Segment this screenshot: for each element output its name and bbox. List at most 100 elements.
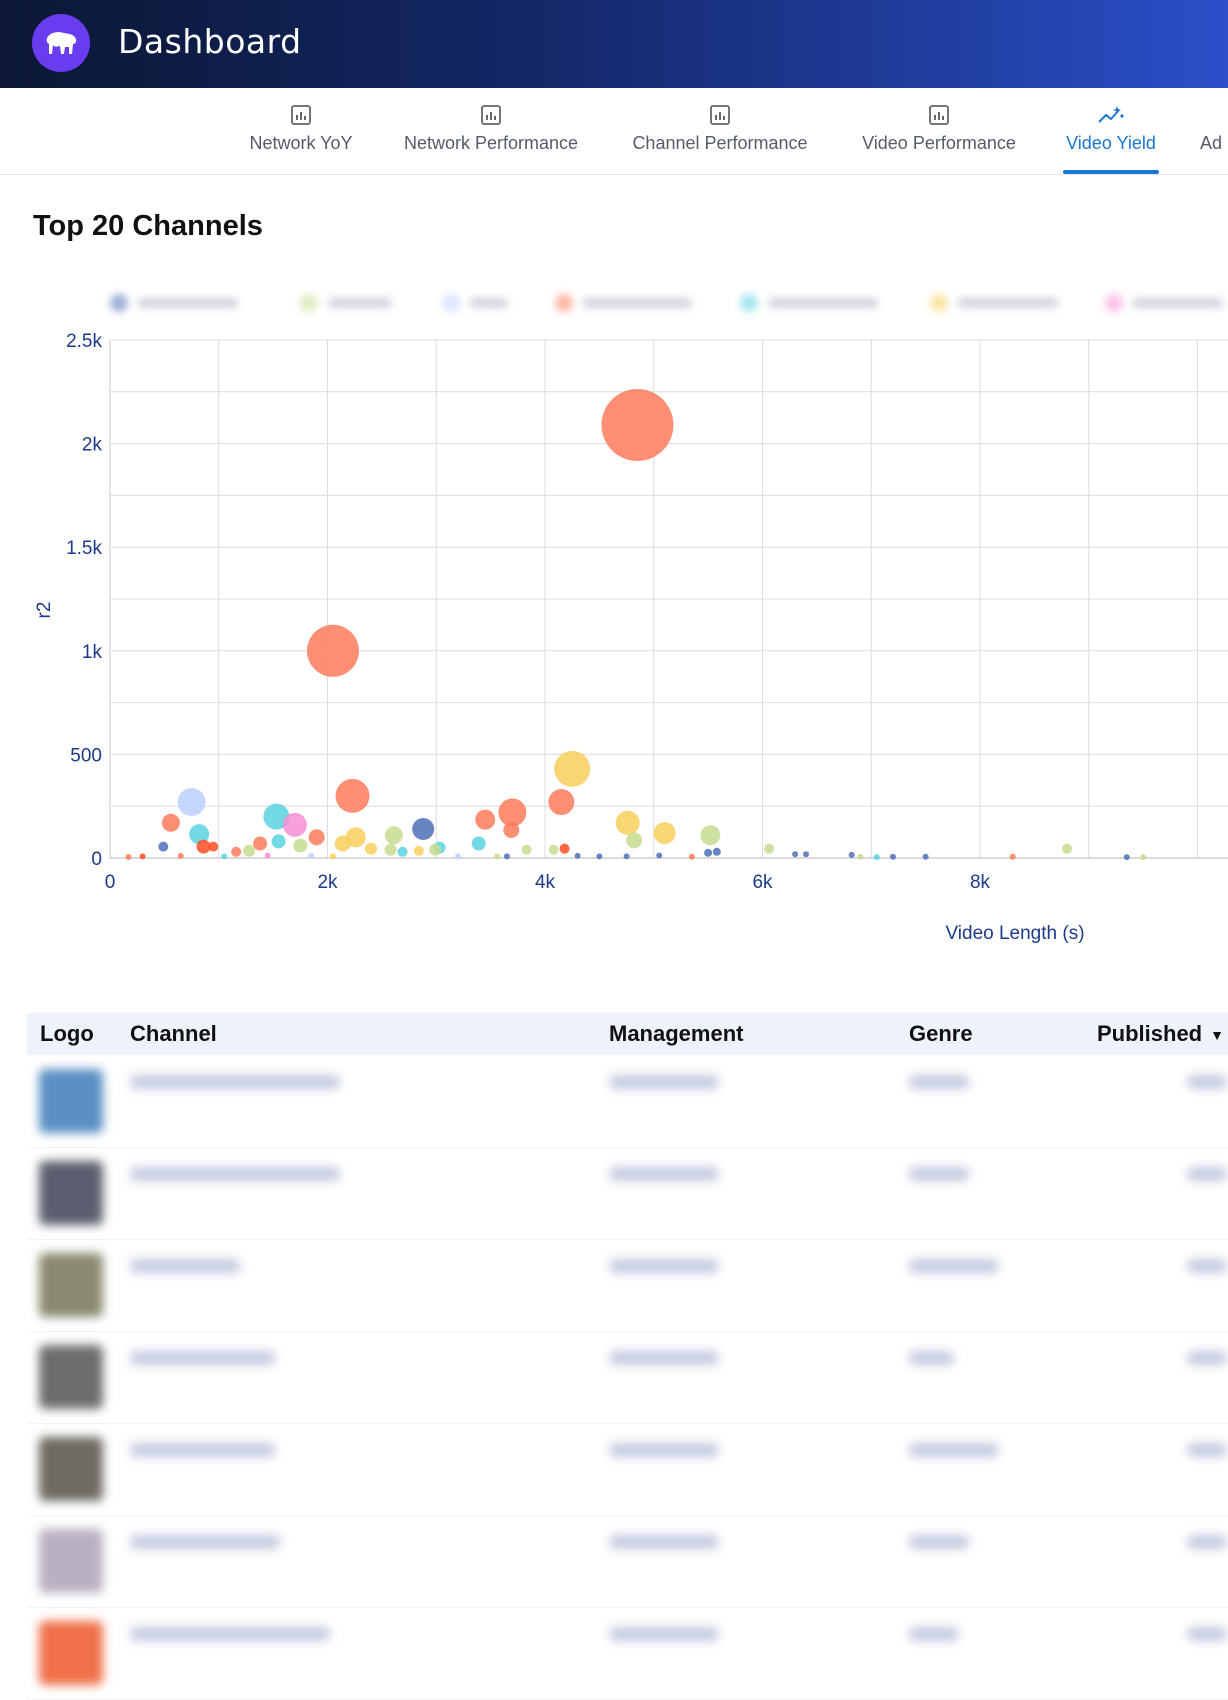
scatter-point[interactable] bbox=[1009, 853, 1016, 860]
table-row[interactable] bbox=[27, 1147, 1228, 1240]
scatter-point[interactable] bbox=[503, 853, 510, 860]
management-value bbox=[609, 1443, 719, 1457]
scatter-point[interactable] bbox=[521, 844, 532, 855]
table-row[interactable] bbox=[27, 1239, 1228, 1332]
published-value bbox=[1187, 1075, 1227, 1089]
table-row[interactable] bbox=[27, 1515, 1228, 1608]
published-value bbox=[1187, 1627, 1227, 1641]
scatter-point[interactable] bbox=[139, 853, 146, 860]
table-row[interactable] bbox=[27, 1055, 1228, 1148]
column-header-genre[interactable]: Genre bbox=[909, 1021, 973, 1046]
scatter-point[interactable] bbox=[615, 810, 640, 835]
scatter-point[interactable] bbox=[397, 846, 408, 857]
channel-logo-thumb bbox=[39, 1437, 103, 1501]
tab-network-performance[interactable]: Network Performance bbox=[397, 88, 585, 174]
scatter-point[interactable] bbox=[764, 843, 775, 854]
scatter-point[interactable] bbox=[559, 843, 570, 854]
tab-label: Channel Performance bbox=[632, 133, 808, 153]
tab-network-yoy[interactable]: Network YoY bbox=[240, 88, 362, 174]
scatter-point[interactable] bbox=[308, 829, 325, 846]
scatter-point[interactable] bbox=[656, 852, 663, 859]
scatter-point[interactable] bbox=[494, 853, 501, 860]
scatter-point[interactable] bbox=[345, 827, 366, 848]
scatter-point[interactable] bbox=[848, 851, 855, 858]
scatter-point[interactable] bbox=[263, 803, 290, 830]
tab-label: Network YoY bbox=[249, 133, 353, 153]
scatter-point[interactable] bbox=[596, 853, 603, 860]
scatter-point[interactable] bbox=[308, 852, 315, 859]
scatter-point[interactable] bbox=[475, 809, 496, 830]
scatter-point[interactable] bbox=[1140, 854, 1147, 861]
section-title: Top 20 Channels bbox=[33, 210, 263, 242]
column-header-logo[interactable]: Logo bbox=[40, 1021, 94, 1046]
scatter-point[interactable] bbox=[700, 825, 721, 846]
scatter-point[interactable] bbox=[688, 853, 695, 860]
scatter-point[interactable] bbox=[412, 817, 435, 840]
scatter-point[interactable] bbox=[455, 853, 461, 860]
scatter-point[interactable] bbox=[329, 853, 336, 860]
scatter-point[interactable] bbox=[413, 845, 424, 856]
scatter-point[interactable] bbox=[1062, 843, 1072, 854]
scatter-point[interactable] bbox=[334, 835, 351, 852]
scatter-point[interactable] bbox=[282, 812, 307, 837]
scatter-point[interactable] bbox=[177, 852, 184, 859]
bar-chart-icon bbox=[710, 105, 730, 125]
scatter-point[interactable] bbox=[890, 853, 896, 860]
channel-logo-thumb bbox=[39, 1161, 103, 1225]
sort-desc-icon[interactable]: ▼ bbox=[1210, 1027, 1224, 1044]
scatter-point[interactable] bbox=[548, 844, 559, 855]
scatter-point[interactable] bbox=[158, 841, 169, 852]
scatter-point[interactable] bbox=[253, 836, 268, 851]
scatter-point[interactable] bbox=[335, 778, 370, 813]
genre-value bbox=[909, 1443, 999, 1457]
column-header-management[interactable]: Management bbox=[609, 1021, 744, 1046]
tab-video-performance[interactable]: Video Performance bbox=[855, 88, 1023, 174]
scatter-point[interactable] bbox=[429, 843, 442, 856]
scatter-point[interactable] bbox=[857, 853, 864, 860]
tab-channel-performance[interactable]: Channel Performance bbox=[626, 88, 814, 174]
scatter-point[interactable] bbox=[601, 388, 674, 461]
x-tick-label: 8k bbox=[970, 872, 991, 893]
column-header-published[interactable]: Published ▼ bbox=[1097, 1021, 1224, 1047]
scatter-point[interactable] bbox=[189, 824, 210, 845]
scatter-point[interactable] bbox=[384, 843, 397, 856]
scatter-point[interactable] bbox=[922, 853, 929, 860]
app-logo[interactable] bbox=[32, 14, 90, 72]
channel-logo-thumb bbox=[39, 1621, 103, 1685]
scatter-point[interactable] bbox=[548, 789, 575, 816]
scatter-point[interactable] bbox=[177, 788, 206, 817]
scatter-point[interactable] bbox=[712, 847, 721, 856]
scatter-point[interactable] bbox=[554, 750, 591, 787]
scatter-point[interactable] bbox=[498, 798, 527, 827]
scatter-point[interactable] bbox=[653, 822, 676, 845]
scatter-point[interactable] bbox=[626, 832, 643, 849]
table-row[interactable] bbox=[27, 1331, 1228, 1424]
column-header-channel[interactable]: Channel bbox=[130, 1021, 217, 1046]
tab-video-yield[interactable]: Video Yield bbox=[1063, 88, 1159, 174]
scatter-point[interactable] bbox=[384, 826, 403, 845]
scatter-point[interactable] bbox=[264, 852, 271, 859]
scatter-point[interactable] bbox=[231, 846, 242, 857]
scatter-point[interactable] bbox=[792, 851, 799, 858]
scatter-point[interactable] bbox=[293, 838, 308, 853]
scatter-point[interactable] bbox=[471, 836, 486, 851]
table-row[interactable] bbox=[27, 1423, 1228, 1516]
scatter-point[interactable] bbox=[243, 844, 256, 857]
table-row[interactable] bbox=[27, 1607, 1228, 1700]
scatter-point[interactable] bbox=[196, 839, 211, 854]
scatter-point[interactable] bbox=[803, 851, 809, 858]
scatter-point[interactable] bbox=[125, 853, 132, 860]
scatter-point[interactable] bbox=[873, 854, 880, 861]
scatter-point[interactable] bbox=[574, 852, 581, 859]
scatter-point[interactable] bbox=[365, 842, 377, 855]
scatter-point[interactable] bbox=[1123, 854, 1130, 861]
scatter-point[interactable] bbox=[623, 853, 630, 860]
tab-ad[interactable]: Ad bbox=[1200, 88, 1228, 174]
scatter-point[interactable] bbox=[306, 624, 359, 677]
scatter-point[interactable] bbox=[161, 813, 180, 832]
scatter-point[interactable] bbox=[221, 853, 228, 860]
scatter-point[interactable] bbox=[271, 834, 286, 849]
scatter-point[interactable] bbox=[208, 841, 219, 852]
scatter-point[interactable] bbox=[704, 848, 713, 857]
scatter-point[interactable] bbox=[503, 822, 520, 839]
